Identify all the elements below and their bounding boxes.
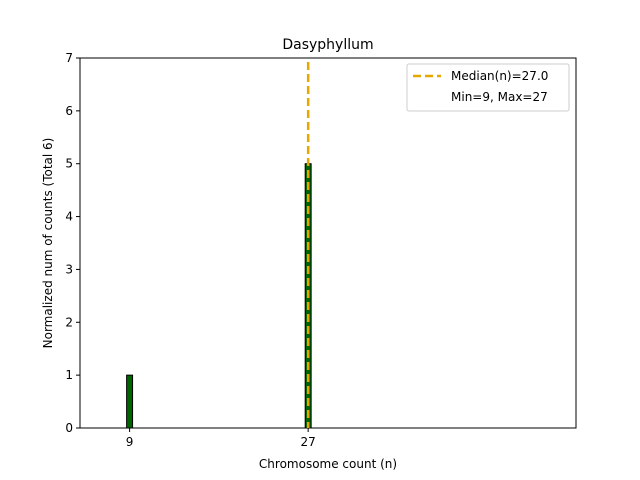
- chart-title: Dasyphyllum: [282, 37, 373, 53]
- x-axis-label: Chromosome count (n): [259, 457, 397, 471]
- y-tick-label-0: 0: [65, 421, 73, 435]
- plot-area: [79, 57, 577, 429]
- y-tick-label-5: 5: [65, 157, 73, 171]
- x-axis-ticks: 9 27: [126, 428, 316, 449]
- legend-box: [406, 63, 570, 112]
- legend-median-label: Median(n)=27.0: [451, 69, 548, 83]
- legend: Median(n)=27.0 Min=9, Max=27: [406, 63, 570, 112]
- y-tick-label-4: 4: [65, 210, 73, 224]
- bars: [126, 163, 312, 429]
- y-tick-label-6: 6: [65, 104, 73, 118]
- y-axis-label: Normalized num of counts (Total 6): [41, 138, 55, 349]
- y-axis-ticks: 0 1 2 3 4 5 6 7: [65, 51, 80, 435]
- bar-0: [126, 374, 134, 429]
- y-tick-label-3: 3: [65, 262, 73, 276]
- y-tick-label-7: 7: [65, 51, 73, 65]
- y-tick-label-1: 1: [65, 368, 73, 382]
- x-tick-label-0: 9: [126, 435, 134, 449]
- x-tick-label-1: 27: [301, 435, 316, 449]
- legend-minmax-label: Min=9, Max=27: [451, 90, 548, 104]
- y-tick-label-2: 2: [65, 315, 73, 329]
